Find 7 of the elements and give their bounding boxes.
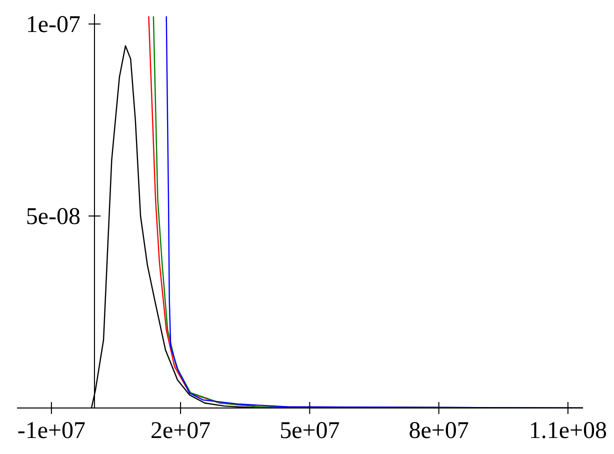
x-tick-label: 8e+07: [408, 418, 469, 444]
y-tick-label: 1e-07: [26, 12, 80, 38]
x-tick-label: -1e+07: [17, 418, 86, 444]
y-tick-label: 5e-08: [26, 204, 80, 230]
x-tick-label: 1.1e+08: [528, 418, 608, 444]
x-tick-label: 2e+07: [150, 418, 211, 444]
x-tick-label: 5e+07: [280, 418, 340, 444]
